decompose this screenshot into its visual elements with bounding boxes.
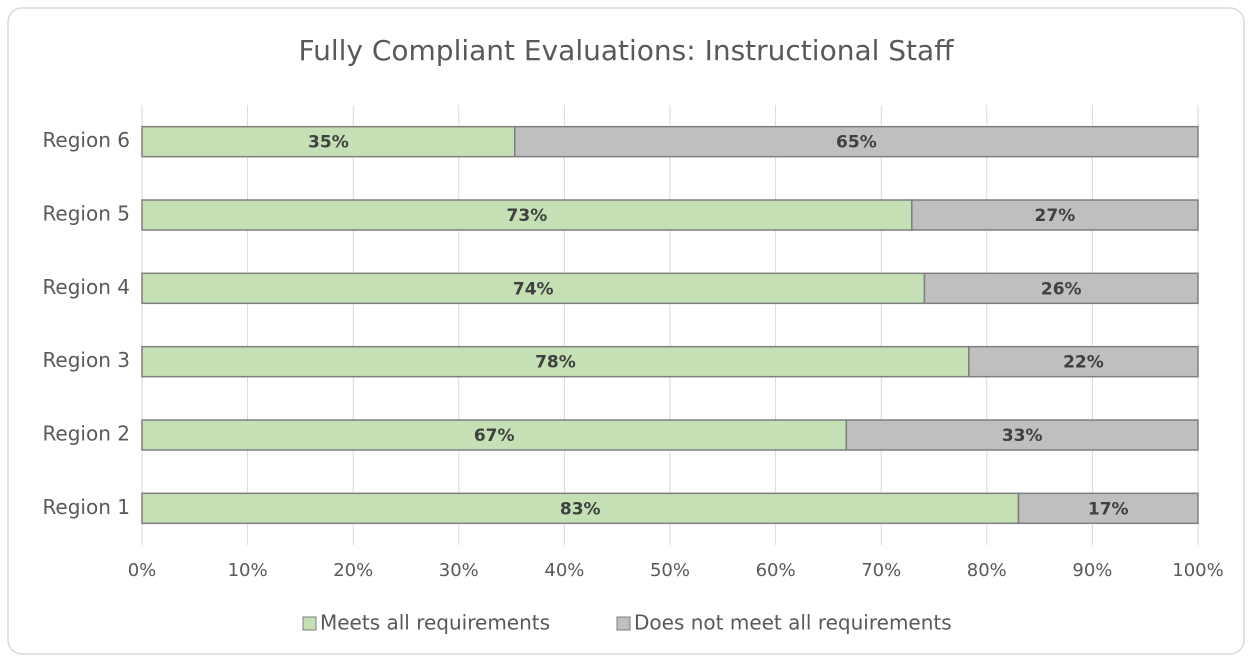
bar-segment bbox=[968, 345, 1199, 378]
data-label: 17% bbox=[1088, 499, 1129, 519]
x-tick-label: 0% bbox=[128, 560, 157, 581]
y-tick-label: Region 4 bbox=[42, 275, 130, 299]
data-label: 74% bbox=[513, 279, 554, 299]
data-label: 83% bbox=[560, 499, 601, 519]
legend-label: Does not meet all requirements bbox=[634, 611, 952, 635]
data-label: 27% bbox=[1035, 206, 1076, 226]
bar-segment bbox=[911, 199, 1199, 231]
y-tick-label: Region 6 bbox=[42, 128, 130, 152]
data-label: 26% bbox=[1041, 279, 1082, 299]
bar-segment bbox=[141, 492, 1020, 525]
data-label: 78% bbox=[535, 353, 576, 373]
legend-swatch bbox=[616, 616, 631, 631]
bar-segment bbox=[141, 272, 926, 305]
data-label: 33% bbox=[1002, 426, 1043, 446]
bar-segment bbox=[141, 345, 970, 378]
x-tick-label: 90% bbox=[1072, 560, 1112, 581]
y-tick-label: Region 3 bbox=[42, 348, 130, 372]
bar-segment bbox=[141, 199, 913, 231]
x-tick-label: 60% bbox=[756, 560, 796, 581]
bar-segment bbox=[514, 125, 1199, 158]
x-tick-label: 10% bbox=[228, 560, 268, 581]
x-tick-label: 40% bbox=[544, 560, 584, 581]
y-tick-label: Region 5 bbox=[42, 202, 130, 226]
x-tick-label: 70% bbox=[861, 560, 901, 581]
bar-segment bbox=[1017, 492, 1199, 525]
y-tick-label: Region 2 bbox=[42, 422, 130, 446]
legend-swatch bbox=[302, 616, 317, 631]
legend-label: Meets all requirements bbox=[320, 611, 550, 635]
chart-frame bbox=[7, 7, 1245, 655]
bar-segment bbox=[845, 419, 1199, 451]
data-label: 22% bbox=[1063, 353, 1104, 373]
data-label: 65% bbox=[836, 133, 877, 153]
data-label: 35% bbox=[308, 133, 349, 153]
x-tick-label: 30% bbox=[439, 560, 479, 581]
x-tick-label: 50% bbox=[650, 560, 690, 581]
data-label: 67% bbox=[474, 426, 515, 446]
bar-segment bbox=[141, 125, 516, 158]
data-label: 73% bbox=[507, 206, 548, 226]
chart-title: Fully Compliant Evaluations: Instruction… bbox=[299, 34, 955, 67]
x-tick-label: 20% bbox=[333, 560, 373, 581]
x-tick-label: 100% bbox=[1172, 560, 1223, 581]
bar-segment bbox=[923, 272, 1199, 305]
x-tick-label: 80% bbox=[967, 560, 1007, 581]
y-tick-label: Region 1 bbox=[42, 495, 130, 519]
